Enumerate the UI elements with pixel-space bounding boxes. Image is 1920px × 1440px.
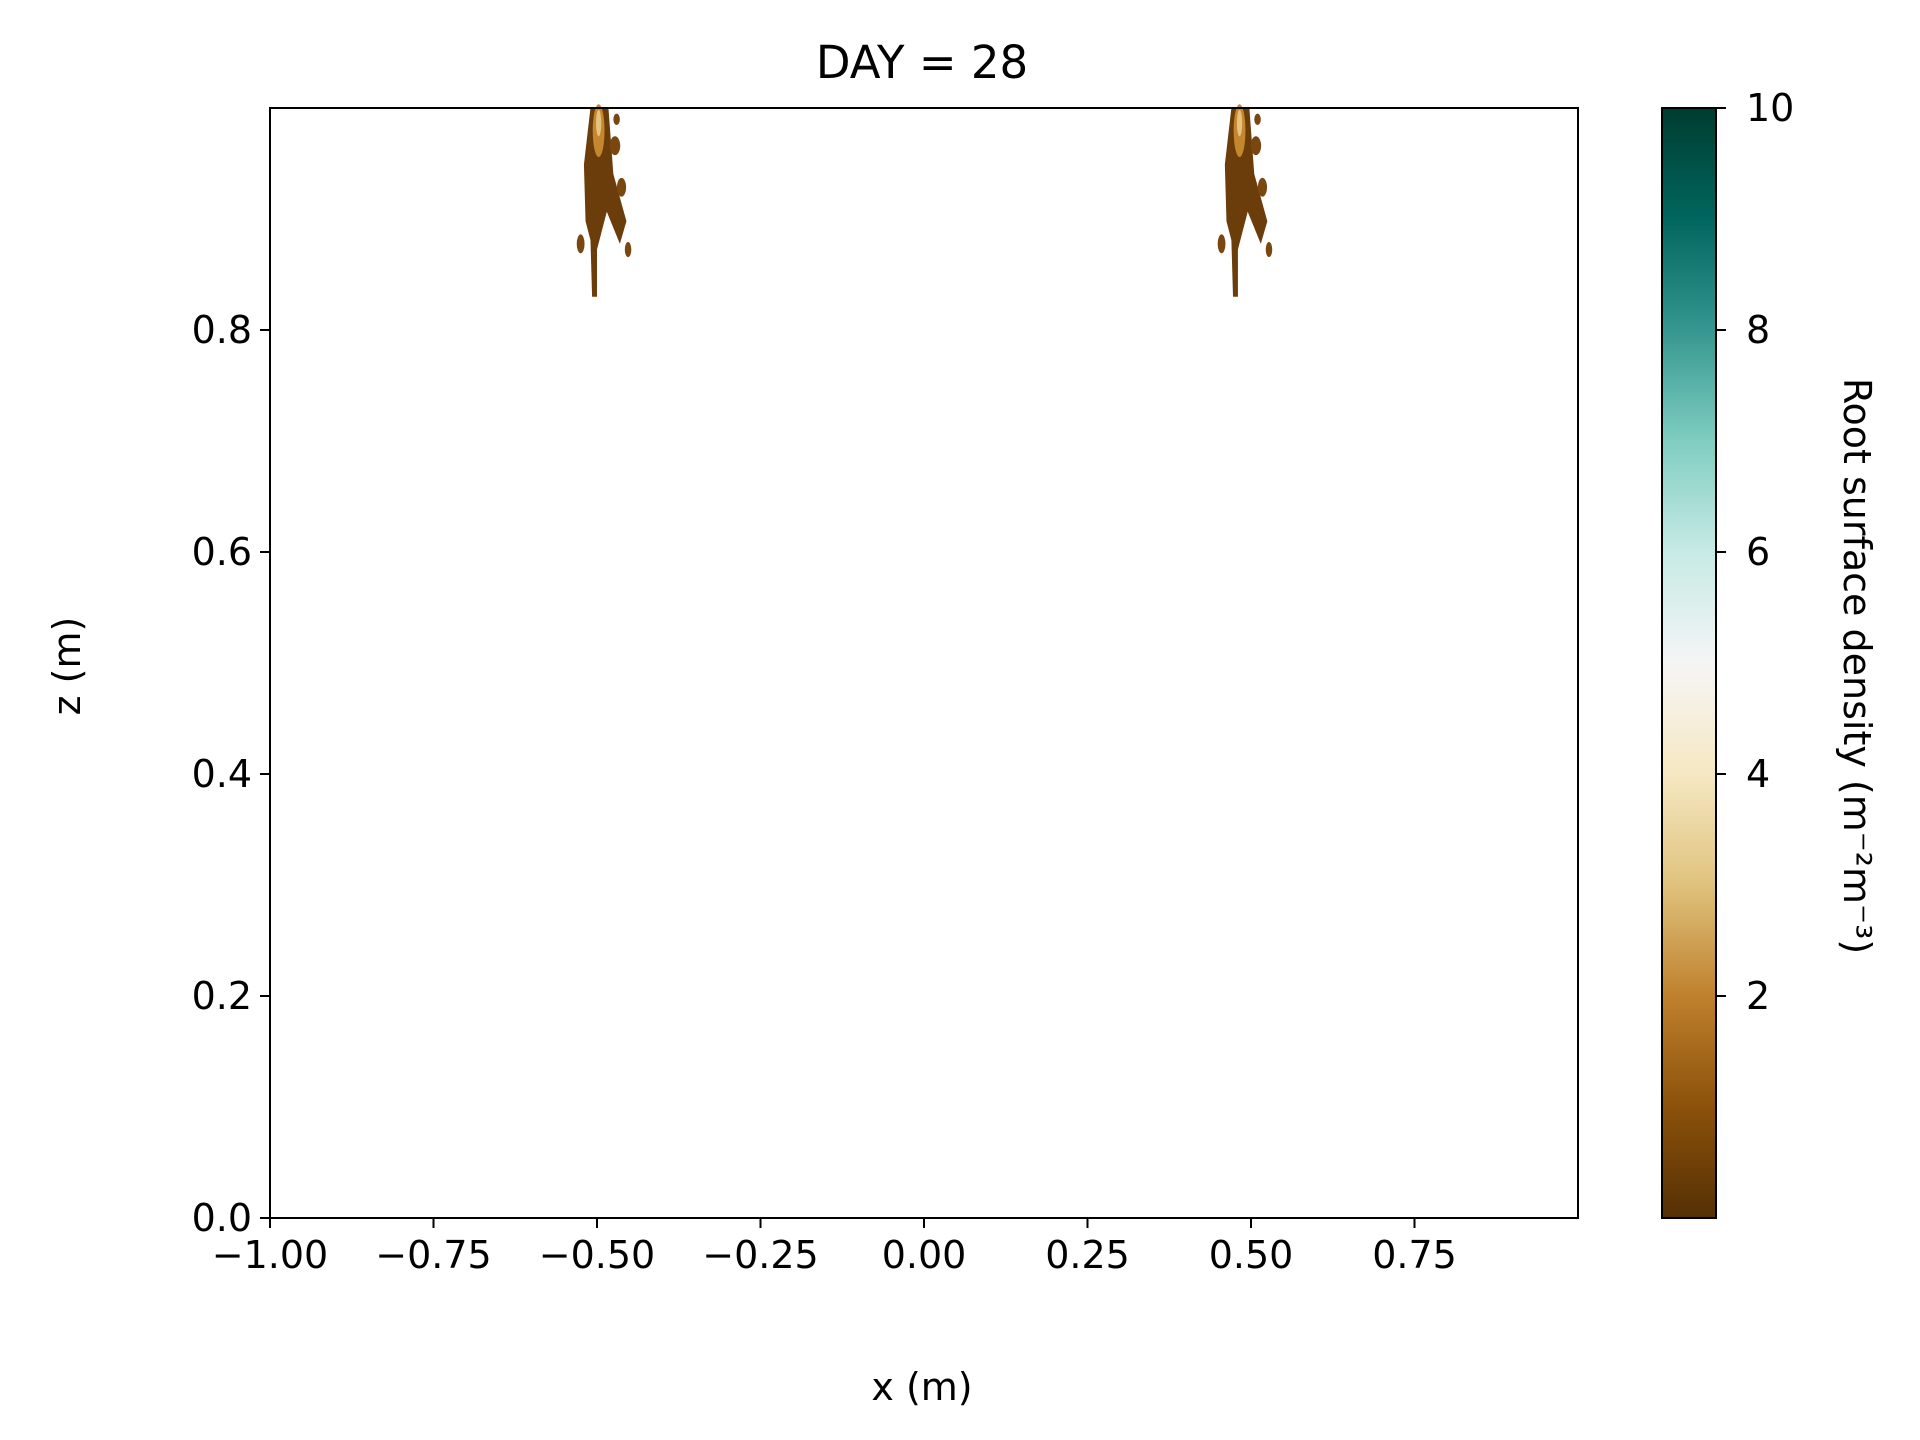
- root-plant-right: [1217, 104, 1273, 297]
- root-patch: [613, 113, 620, 125]
- root-patch: [609, 136, 621, 156]
- root-patch: [576, 234, 585, 254]
- colorbar-tick-label: 10: [1746, 86, 1794, 130]
- x-tick-label: −1.00: [212, 1233, 328, 1277]
- root-patch: [1257, 177, 1268, 197]
- x-axis: −1.00 −0.75 −0.50 −0.25 0.00 0.25 0.50 0.75: [212, 1218, 1457, 1277]
- colorbar-tick-label: 4: [1746, 752, 1770, 796]
- root-patch: [1265, 241, 1273, 258]
- x-axis-label: x (m): [871, 1365, 972, 1409]
- root-mass: [583, 108, 627, 297]
- y-axis-label: z (m): [45, 617, 89, 716]
- root-mass: [1224, 108, 1268, 297]
- root-core-peak: [596, 109, 602, 137]
- chart-title: DAY = 28: [816, 36, 1028, 89]
- plot-area: [269, 104, 1579, 1219]
- x-tick-label: 0.00: [882, 1233, 967, 1277]
- colorbar-label: Root surface density (m⁻²m⁻³): [1835, 378, 1879, 954]
- y-axis: 0.0 0.2 0.4 0.6 0.8: [192, 308, 270, 1240]
- colorbar-tick-label: 6: [1746, 530, 1770, 574]
- colorbar-tick-label: 8: [1746, 308, 1770, 352]
- y-tick-label: 0.8: [192, 308, 252, 352]
- colorbar-gradient: [1661, 107, 1717, 1219]
- root-patch: [1217, 234, 1226, 254]
- y-tick-label: 0.0: [192, 1196, 252, 1240]
- colorbar: 2 4 6 8 10: [1661, 86, 1794, 1219]
- y-tick-label: 0.6: [192, 530, 252, 574]
- root-plant-left: [576, 104, 632, 297]
- x-tick-label: −0.25: [702, 1233, 818, 1277]
- root-core-peak: [1236, 109, 1243, 137]
- root-patch: [1254, 113, 1261, 125]
- root-patch: [616, 177, 627, 197]
- plot-frame: [269, 107, 1579, 1219]
- x-tick-label: 0.25: [1045, 1233, 1130, 1277]
- y-tick-label: 0.4: [192, 752, 252, 796]
- x-tick-label: −0.75: [375, 1233, 491, 1277]
- root-patch: [1250, 136, 1262, 156]
- colorbar-tick-label: 2: [1746, 974, 1770, 1018]
- x-tick-label: −0.50: [539, 1233, 655, 1277]
- x-tick-label: 0.75: [1372, 1233, 1457, 1277]
- x-tick-label: 0.50: [1209, 1233, 1294, 1277]
- y-tick-label: 0.2: [192, 974, 252, 1018]
- root-patch: [624, 241, 632, 258]
